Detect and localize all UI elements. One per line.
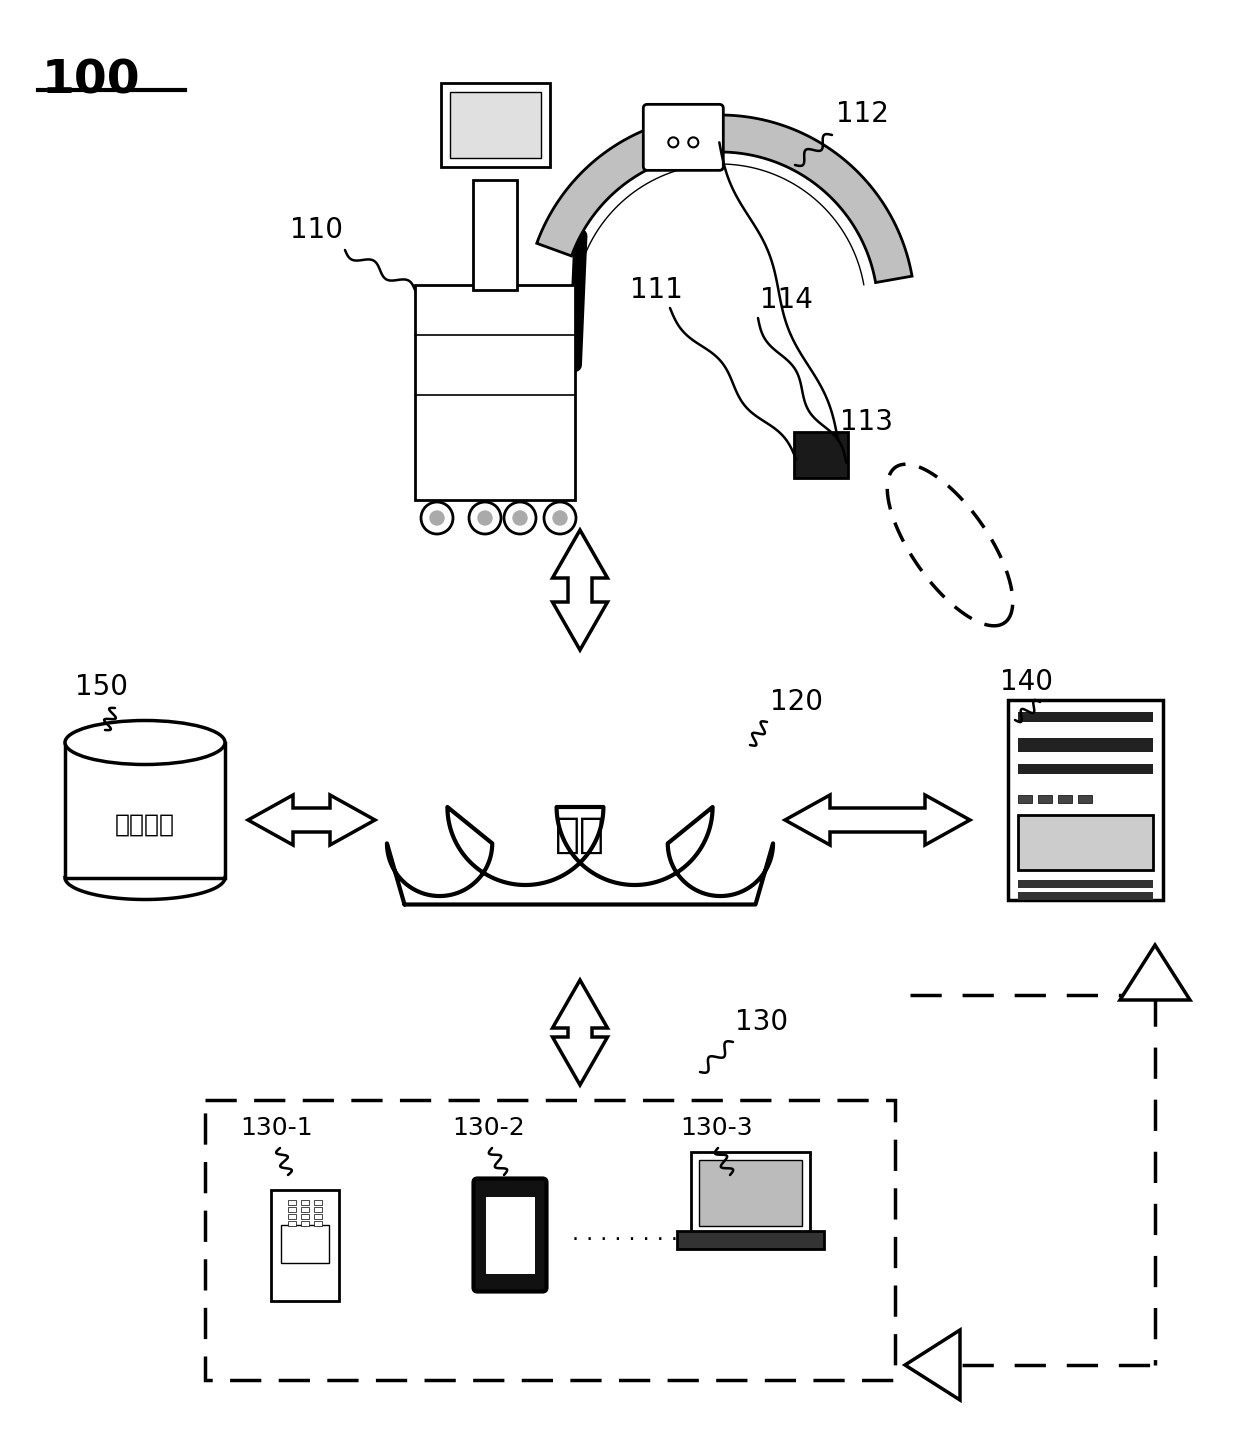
FancyBboxPatch shape <box>474 1179 547 1291</box>
Text: · · · · · · · ·: · · · · · · · · <box>572 1230 678 1250</box>
Text: 130: 130 <box>735 1008 789 1035</box>
Polygon shape <box>785 796 970 845</box>
FancyBboxPatch shape <box>272 1189 339 1301</box>
Bar <box>1018 892 1152 900</box>
Bar <box>1038 796 1052 803</box>
Text: 网络: 网络 <box>556 815 605 857</box>
Bar <box>301 1221 309 1225</box>
Polygon shape <box>553 980 608 1085</box>
Bar <box>1058 796 1071 803</box>
Bar <box>301 1214 309 1220</box>
Text: 100: 100 <box>42 58 140 103</box>
Bar <box>314 1199 322 1205</box>
Bar <box>472 180 517 290</box>
Text: 存储设备: 存储设备 <box>115 813 175 836</box>
Bar <box>301 1199 309 1205</box>
Text: 112: 112 <box>836 100 889 128</box>
Circle shape <box>477 511 492 526</box>
FancyBboxPatch shape <box>691 1151 810 1234</box>
Bar <box>415 285 575 499</box>
Circle shape <box>553 511 567 526</box>
FancyBboxPatch shape <box>677 1231 823 1249</box>
Polygon shape <box>248 796 374 845</box>
FancyBboxPatch shape <box>795 431 848 478</box>
Text: 120: 120 <box>770 688 823 716</box>
FancyBboxPatch shape <box>441 83 551 167</box>
Bar <box>288 1207 296 1212</box>
Bar <box>1078 796 1091 803</box>
Bar <box>1018 880 1152 889</box>
Bar <box>1018 711 1152 722</box>
Bar <box>486 1196 534 1273</box>
Polygon shape <box>1120 945 1190 1000</box>
Text: 110: 110 <box>290 216 343 244</box>
Bar <box>698 1160 801 1225</box>
Text: 150: 150 <box>74 672 128 701</box>
Text: 130-3: 130-3 <box>680 1117 753 1140</box>
Text: 111: 111 <box>630 276 683 303</box>
Ellipse shape <box>64 720 224 765</box>
Bar <box>288 1221 296 1225</box>
Polygon shape <box>553 530 608 650</box>
FancyBboxPatch shape <box>450 91 541 158</box>
Polygon shape <box>537 115 913 283</box>
Polygon shape <box>905 1330 960 1400</box>
Bar <box>1018 796 1032 803</box>
Text: 130-1: 130-1 <box>241 1117 312 1140</box>
Bar <box>1018 764 1152 774</box>
Bar <box>1018 815 1152 870</box>
FancyBboxPatch shape <box>205 1101 895 1379</box>
Bar <box>314 1221 322 1225</box>
FancyBboxPatch shape <box>644 105 723 170</box>
Bar <box>301 1207 309 1212</box>
Text: 130-2: 130-2 <box>453 1117 525 1140</box>
Text: 113: 113 <box>839 408 893 436</box>
Bar <box>288 1199 296 1205</box>
Text: 114: 114 <box>760 286 813 314</box>
Bar <box>64 742 224 877</box>
Circle shape <box>513 511 527 526</box>
Bar <box>314 1207 322 1212</box>
Text: 140: 140 <box>999 668 1053 696</box>
Bar <box>281 1224 329 1262</box>
Bar <box>314 1214 322 1220</box>
Bar <box>288 1214 296 1220</box>
Circle shape <box>430 511 444 526</box>
Bar <box>1007 700 1163 900</box>
Bar <box>1018 738 1152 752</box>
